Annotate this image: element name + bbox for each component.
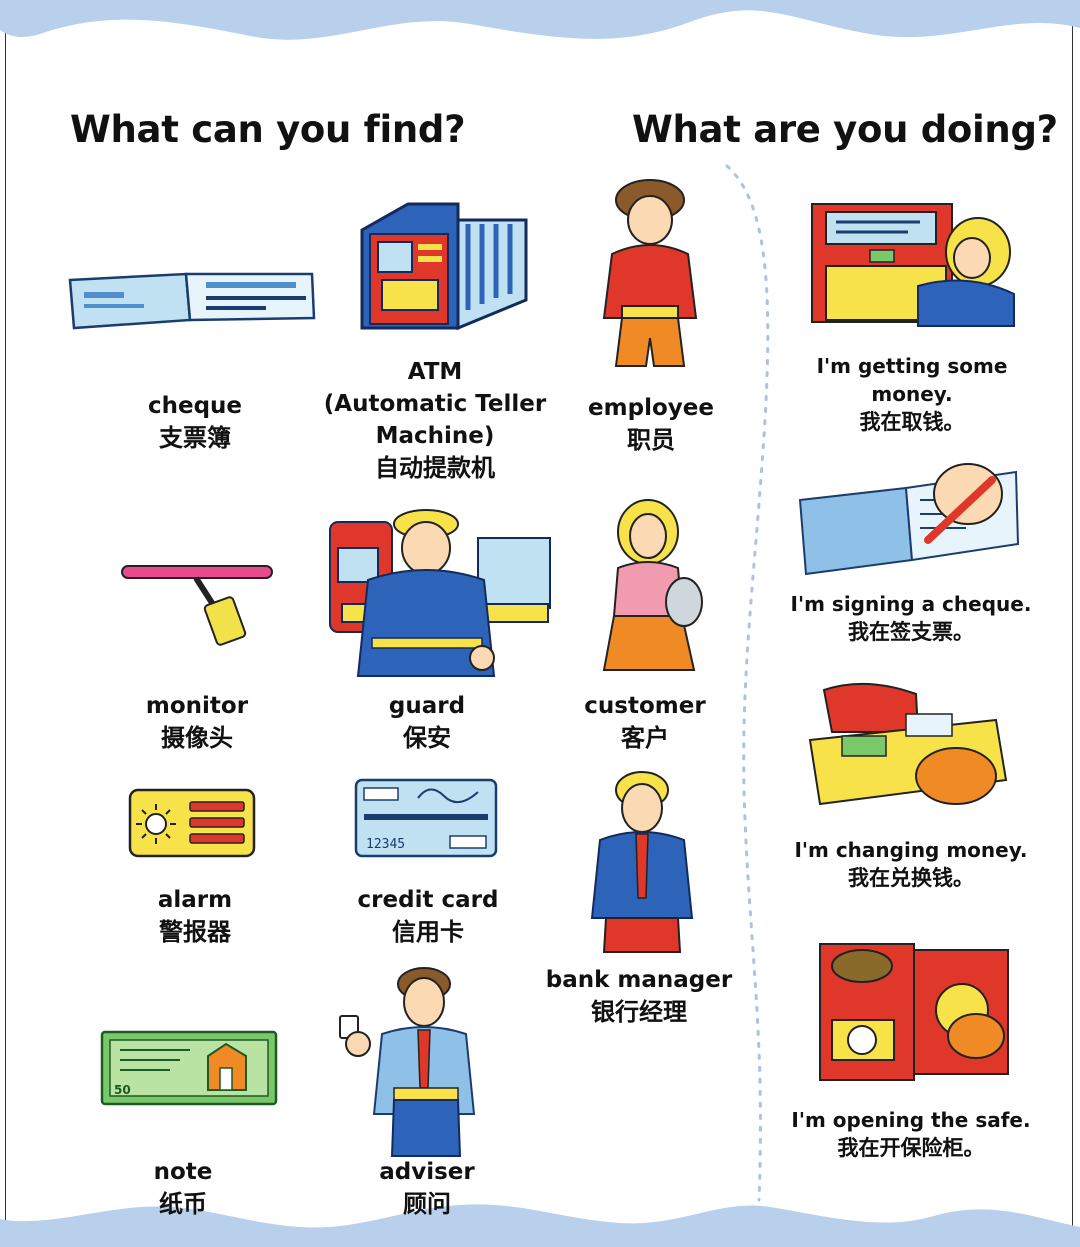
guard-en: guard [388,693,466,719]
customer-en: customer [584,693,706,719]
monitor-label: monitor 摄像头 [112,690,282,754]
employee-figure [602,179,698,367]
credit-card-label: credit card 信用卡 [343,884,513,948]
changing-money-en: I'm changing money. [794,838,1028,862]
customer-figure [602,499,703,671]
opening-safe-label: I'm opening the safe. 我在开保险柜。 [780,1106,1042,1162]
signing-cheque-zh: 我在签支票。 [848,620,974,644]
bank-manager-zh: 银行经理 [591,998,687,1026]
opening-safe-scene [819,943,1009,1081]
adviser-figure [339,967,476,1157]
cheque-en: cheque [147,393,243,419]
signing-cheque-scene [798,463,1020,576]
note-label: note 纸币 [98,1156,268,1220]
getting-money-label: I'm getting some money. 我在取钱。 [800,352,1024,436]
page-frame [5,0,1073,1247]
note-zh: 纸币 [159,1190,207,1218]
monitor-zh: 摄像头 [161,724,233,752]
opening-safe-zh: 我在开保险柜。 [837,1136,985,1160]
getting-money-zh: 我在取钱。 [859,410,965,434]
atm-en-line-2: (Automatic Teller [323,391,547,417]
guard-label: guard 保安 [342,690,512,754]
atm-en-line-1: ATM [407,359,463,385]
atm-icon [360,202,528,331]
bank-manager-figure [590,771,694,953]
atm-en-line-3: Machine) [375,423,495,449]
changing-money-label: I'm changing money. 我在兑换钱。 [780,836,1042,892]
atm-label: ATM (Automatic Teller Machine) 自动提款机 [315,356,555,484]
security-camera-icon [121,565,273,646]
cheque-book-icon [68,272,316,330]
bank-manager-label: bank manager 银行经理 [538,964,740,1028]
find-heading: What can you find? [70,108,466,151]
card-number: 12345 [366,837,405,852]
top-wave-decoration [0,0,1080,40]
credit-card-en: credit card [357,887,499,913]
credit-card-zh: 信用卡 [392,918,464,946]
cheque-label: cheque 支票簿 [110,390,280,454]
banknote-icon: 50 [100,1030,278,1106]
getting-money-en-line-2: money. [871,382,953,406]
customer-zh: 客户 [621,724,669,752]
adviser-en: adviser [379,1159,475,1185]
alarm-en: alarm [157,887,233,913]
adviser-zh: 顾问 [403,1190,451,1218]
signing-cheque-label: I'm signing a cheque. 我在签支票。 [780,590,1042,646]
employee-en: employee [588,395,714,421]
customer-label: customer 客户 [560,690,730,754]
dotted-divider [725,164,770,1202]
alarm-zh: 警报器 [159,918,231,946]
adviser-label: adviser 顾问 [342,1156,512,1220]
atm-zh: 自动提款机 [375,454,495,482]
bank-manager-en: bank manager [545,967,733,993]
alarm-label: alarm 警报器 [110,884,280,948]
alarm-icon [128,788,256,858]
opening-safe-en: I'm opening the safe. [791,1108,1031,1132]
changing-money-zh: 我在兑换钱。 [848,866,974,890]
atm-withdrawal-scene [811,203,1015,327]
cheque-zh: 支票簿 [159,424,231,452]
credit-card-icon: 12345 [354,778,498,858]
note-value: 50 [114,1083,131,1097]
note-en: note [153,1159,213,1185]
bottom-wave-decoration [0,1204,1080,1247]
signing-cheque-en: I'm signing a cheque. [790,592,1032,616]
doing-heading: What are you doing? [632,108,1058,151]
changing-money-scene [808,682,1008,806]
guard-figure [329,509,551,677]
monitor-en: monitor [145,693,249,719]
getting-money-en-line-1: I'm getting some [816,354,1008,378]
employee-label: employee 职员 [566,392,736,456]
employee-zh: 职员 [627,426,675,454]
guard-zh: 保安 [403,724,451,752]
